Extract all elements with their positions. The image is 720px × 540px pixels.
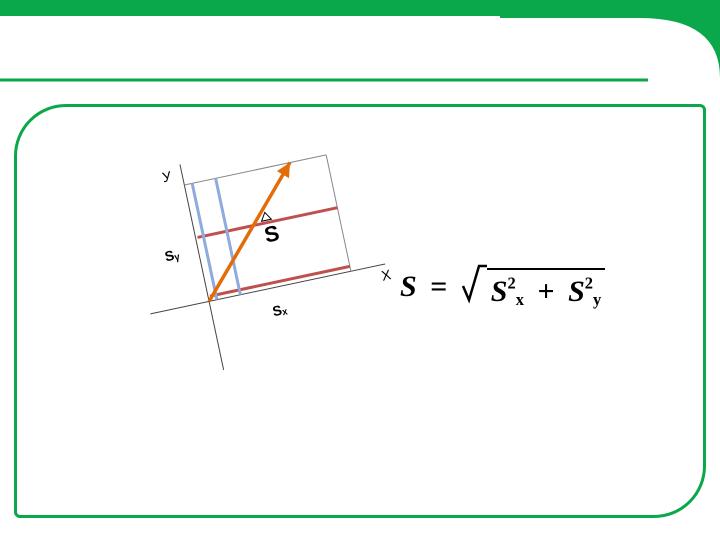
slide: МОДУЛЬ ВЕКТОРА ПЕРЕМЕЩЕНИЯ ХУSSₓSᵧ S = S… <box>0 0 720 540</box>
magnitude-formula: S = S2x + S2y <box>400 260 605 310</box>
equals-sign: = <box>424 270 453 303</box>
title-underline <box>0 0 720 100</box>
term-sy: S2y <box>568 275 601 308</box>
svg-text:S: S <box>262 220 282 248</box>
radical-sign <box>461 260 487 306</box>
sqrt-body: S2x + S2y <box>487 268 605 311</box>
sqrt-vinculum <box>487 268 605 270</box>
svg-text:Sₓ: Sₓ <box>271 300 289 319</box>
plus-sign: + <box>531 275 560 308</box>
svg-text:У: У <box>161 168 173 186</box>
formula-lhs: S <box>400 270 417 303</box>
term-sx: S2x <box>491 275 532 308</box>
svg-text:Sᵧ: Sᵧ <box>163 246 181 265</box>
